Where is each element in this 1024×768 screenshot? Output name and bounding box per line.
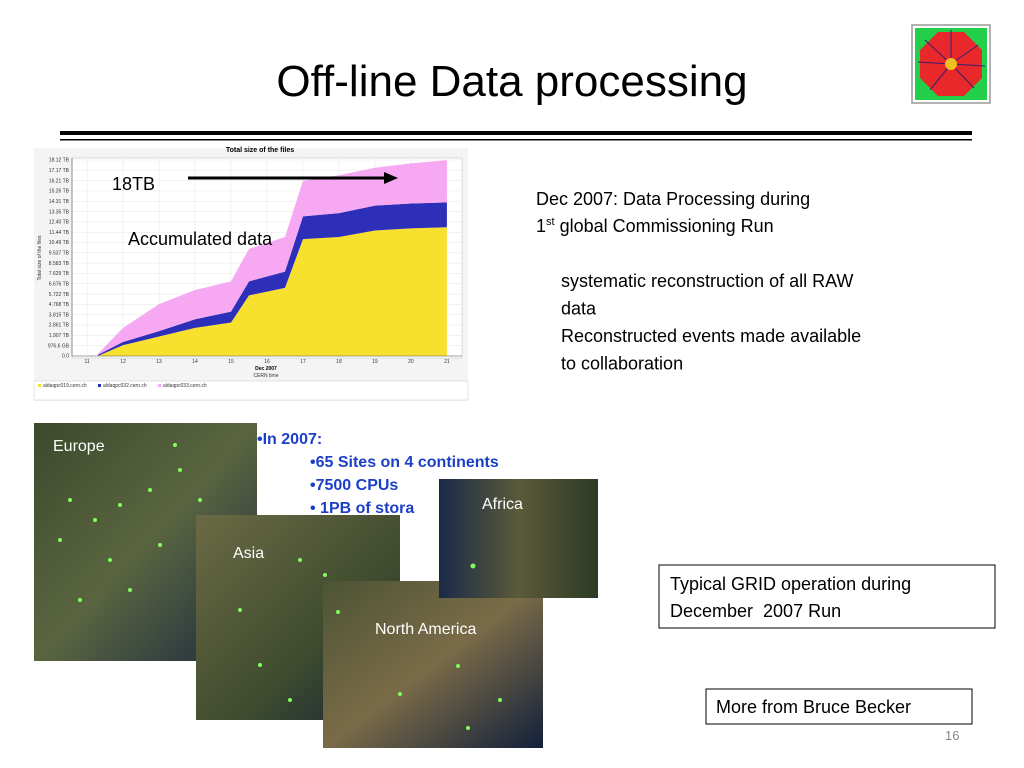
map-label: Europe	[53, 438, 105, 455]
rule	[60, 139, 972, 141]
x-tick-label: 21	[444, 359, 450, 365]
y-tick-label: 8.583 TB	[49, 261, 70, 267]
y-tick-label: 7.629 TB	[49, 271, 70, 277]
legend-label: aldaqpc019.cern.ch	[43, 383, 87, 389]
note-line: December 2007 Run	[670, 601, 841, 621]
legend-swatch	[158, 384, 161, 387]
x-axis-note: CERN time	[253, 373, 278, 379]
x-tick-label: 15	[228, 359, 234, 365]
y-tick-label: 15.26 TB	[49, 189, 70, 195]
y-tick-label: 17.17 TB	[49, 168, 70, 174]
y-tick-label: 18.12 TB	[49, 158, 70, 164]
page-number: 16	[945, 728, 959, 743]
legend-label: aldaqpc032.cern.ch	[103, 383, 147, 389]
y-axis-label: Total size of the files	[37, 235, 43, 281]
y-tick-label: 1.907 TB	[49, 333, 70, 339]
note-line: Typical GRID operation during	[670, 574, 911, 594]
stats-heading: •In 2007:	[257, 431, 322, 448]
area	[97, 202, 447, 356]
point-line: to collaboration	[561, 354, 683, 374]
stat-item: • 1PB of stora	[310, 500, 414, 517]
x-tick-label: 12	[120, 359, 126, 365]
x-tick-label: 13	[156, 359, 162, 365]
x-tick-label: 18	[336, 359, 342, 365]
y-tick-label: 5.722 TB	[49, 292, 70, 298]
y-tick-label: 13.35 TB	[49, 209, 70, 215]
note-box	[658, 564, 996, 629]
point-line: data	[561, 299, 597, 319]
chart-title: Total size of the files	[226, 147, 294, 154]
heading: 1st global Commissioning Run	[536, 216, 774, 236]
y-tick-label: 12.40 TB	[49, 220, 70, 226]
map-label: Africa	[482, 496, 523, 513]
area	[97, 227, 447, 356]
ordinal: 1	[536, 216, 546, 236]
x-tick-label: 16	[264, 359, 270, 365]
x-tick-label: 11	[85, 359, 90, 365]
y-tick-label: 3.815 TB	[49, 312, 70, 318]
y-tick-label: 976.6 GB	[48, 343, 70, 349]
y-tick-label: 16.21 TB	[49, 178, 70, 184]
logo	[911, 24, 991, 104]
x-tick-label: 19	[372, 359, 378, 365]
y-tick-label: 2.861 TB	[49, 323, 70, 329]
x-tick-label: 17	[300, 359, 306, 365]
y-tick-label: 14.31 TB	[49, 199, 70, 205]
x-axis-label: Dec 2007	[255, 366, 277, 372]
heading-rest: global Commissioning Run	[560, 216, 774, 236]
x-tick-label: 20	[408, 359, 414, 365]
peak-label: 18TB	[112, 174, 155, 194]
y-tick-label: 9.537 TB	[49, 251, 70, 257]
x-tick-label: 14	[192, 359, 198, 365]
point-line: Reconstructed events made available	[561, 326, 861, 346]
arrow-head	[384, 172, 398, 184]
stat-item: •65 Sites on 4 continents	[310, 454, 499, 471]
map-africa	[439, 479, 598, 598]
stat-item: •7500 CPUs	[310, 477, 398, 494]
legend-swatch	[38, 384, 41, 387]
slide-title: Off-line Data processing	[276, 57, 747, 106]
map-label: Asia	[233, 545, 264, 562]
map-north-america	[323, 581, 543, 748]
link-text: More from Bruce Becker	[716, 697, 911, 717]
y-tick-label: 0.0	[62, 354, 69, 360]
rule	[60, 131, 972, 135]
legend-swatch	[98, 384, 101, 387]
y-tick-label: 11.44 TB	[49, 230, 69, 236]
y-tick-label: 4.768 TB	[49, 302, 70, 308]
area-label: Accumulated data	[128, 229, 273, 249]
heading: Dec 2007: Data Processing during	[536, 189, 810, 209]
legend-label: aldaqpc033.cern.ch	[163, 383, 207, 389]
y-tick-label: 10.49 TB	[49, 240, 70, 246]
legend-frame	[33, 380, 469, 401]
map-label: North America	[375, 621, 476, 638]
area	[97, 160, 447, 355]
y-tick-label: 6.676 TB	[49, 281, 70, 287]
ordinal-suffix: st	[546, 216, 555, 228]
link-box	[705, 688, 973, 725]
point-line: systematic reconstruction of all RAW	[561, 271, 853, 291]
